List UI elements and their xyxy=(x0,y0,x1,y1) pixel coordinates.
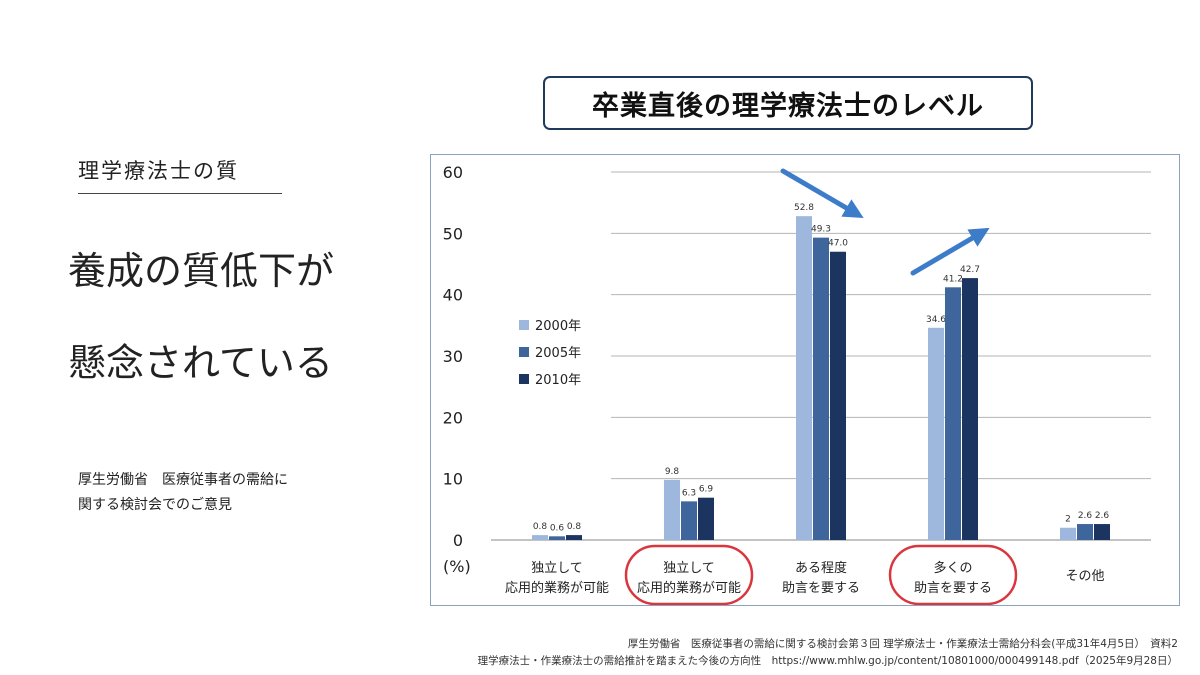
footer-line-2: 理学療法士・作業療法士の需給推計を踏まえた今後の方向性 https://www.… xyxy=(477,655,1178,667)
category-label: 応用的業務が可能 xyxy=(637,580,741,596)
highlight-ellipse xyxy=(888,544,1018,605)
y-tick-label: 20 xyxy=(443,408,463,427)
category-label: 独立して xyxy=(663,561,715,576)
data-label: 47.0 xyxy=(828,239,848,249)
legend-swatch xyxy=(519,374,529,384)
data-label: 52.8 xyxy=(794,203,814,213)
chart-frame: 0 10 20 30 40 50 60 (%) 0.8 0.6 0.8 独立して応用的業務が可能 9.8… xyxy=(430,154,1180,606)
data-label: 42.7 xyxy=(960,265,980,275)
legend-swatch xyxy=(519,320,529,330)
category-label: 助言を要する xyxy=(782,581,860,596)
bar xyxy=(1094,524,1110,540)
footer-citation: 厚生労働省 医療従事者の需給に関する検討会第３回 理学療法士・作業療法士需給分科… xyxy=(478,636,1178,670)
data-label: 2.6 xyxy=(1078,511,1093,521)
y-tick-label: 50 xyxy=(443,224,463,243)
category-label: 応用的業務が可能 xyxy=(505,580,609,596)
left-panel: 理学療法士の質 養成の質低下が 懸念されている 厚生労働省 医療従事者の需給に … xyxy=(0,0,420,675)
legend-label: 2000年 xyxy=(535,319,581,334)
bar xyxy=(830,251,846,540)
bar xyxy=(532,535,548,540)
data-label: 0.8 xyxy=(533,522,548,532)
category-label: その他 xyxy=(1065,569,1104,584)
bar xyxy=(928,327,944,540)
bar xyxy=(796,216,812,540)
bar xyxy=(664,479,680,540)
chart-title: 卒業直後の理学療法士のレベル xyxy=(543,76,1033,130)
source-note-line-2: 関する検討会でのご意見 xyxy=(78,497,232,513)
y-tick-label: 10 xyxy=(443,470,463,489)
category-label: 多くの xyxy=(933,560,972,576)
bar xyxy=(681,501,697,540)
data-label: 2.6 xyxy=(1095,511,1110,521)
category-label: ある程度 xyxy=(795,560,847,576)
source-note-line-1: 厚生労働省 医療従事者の需給に xyxy=(78,472,288,488)
legend-label: 2005年 xyxy=(535,346,581,361)
bar xyxy=(698,497,714,540)
bar xyxy=(813,237,829,541)
data-label: 41.2 xyxy=(943,274,963,284)
legend-label: 2010年 xyxy=(535,373,581,388)
data-label: 6.3 xyxy=(682,488,696,498)
category-label: 独立して xyxy=(531,561,583,576)
data-label: 34.6 xyxy=(926,315,946,325)
bar xyxy=(566,535,582,540)
trend-arrow-up xyxy=(910,227,990,276)
legend-swatch xyxy=(519,347,529,357)
bar xyxy=(549,536,565,540)
data-label: 49.3 xyxy=(811,225,831,235)
bar xyxy=(945,287,961,540)
data-label: 0.8 xyxy=(567,522,582,532)
data-label: 9.8 xyxy=(665,467,680,477)
section-label: 理学療法士の質 xyxy=(78,155,282,194)
data-label: 6.9 xyxy=(699,485,714,495)
y-tick-label: 60 xyxy=(443,163,463,182)
y-axis-unit: (%) xyxy=(443,557,471,576)
footer-line-1: 厚生労働省 医療従事者の需給に関する検討会第３回 理学療法士・作業療法士需給分科… xyxy=(627,638,1178,650)
y-tick-label: 0 xyxy=(453,531,463,550)
bar xyxy=(1060,527,1076,540)
headline-line-1: 養成の質低下が xyxy=(68,249,335,293)
y-tick-label: 30 xyxy=(443,347,463,366)
source-note: 厚生労働省 医療従事者の需給に 関する検討会でのご意見 xyxy=(78,468,378,518)
category-label: 助言を要する xyxy=(914,581,992,596)
headline-line-2: 懸念されている xyxy=(68,341,333,385)
data-label: 2 xyxy=(1065,515,1071,525)
data-label: 0.6 xyxy=(550,523,565,533)
y-tick-label: 40 xyxy=(443,286,463,305)
bar xyxy=(1077,524,1093,540)
trend-arrow-down xyxy=(780,168,864,219)
bar xyxy=(962,278,978,540)
highlight-ellipse xyxy=(624,544,754,605)
